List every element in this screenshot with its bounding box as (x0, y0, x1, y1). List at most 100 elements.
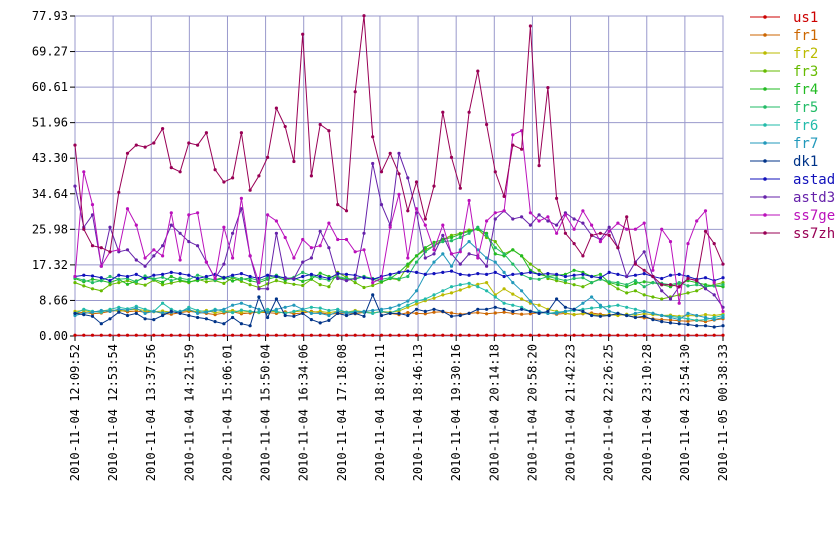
data-point-fr3 (493, 240, 497, 244)
legend-label: ss7zh (793, 226, 835, 242)
data-point-us1 (677, 333, 681, 337)
legend-item-ss7zh: ss7zh (750, 226, 835, 242)
x-tick-label: 2010-11-04 20:14:18 (487, 344, 501, 481)
data-point-fr6 (502, 301, 506, 305)
data-point-fr6 (371, 311, 375, 315)
data-point-dk1 (204, 317, 208, 321)
data-point-ss7zh (266, 155, 270, 159)
data-point-astad (493, 270, 497, 274)
data-point-fr4 (572, 268, 576, 272)
data-point-astad (660, 276, 664, 281)
data-point-fr5 (651, 281, 655, 285)
data-point-us1 (117, 333, 121, 337)
data-point-fr7 (213, 308, 217, 313)
data-point-astd3 (283, 276, 287, 281)
data-point-us1 (537, 333, 541, 337)
data-point-ss7ge (196, 211, 200, 215)
data-point-dk1 (327, 318, 331, 322)
data-point-dk1 (651, 318, 655, 322)
data-point-ss7zh (458, 186, 462, 190)
legend-label: fr7 (793, 136, 818, 152)
data-point-dk1 (511, 309, 515, 313)
data-point-astd3 (108, 225, 112, 229)
data-point-fr5 (301, 270, 305, 274)
data-point-fr6 (406, 303, 410, 307)
data-point-ss7zh (406, 209, 410, 213)
data-point-fr7 (108, 309, 112, 313)
data-point-dk1 (143, 317, 147, 321)
data-point-astd3 (511, 217, 515, 221)
data-point-fr5 (616, 281, 620, 285)
data-point-astd3 (520, 215, 524, 219)
data-point-dk1 (388, 311, 392, 315)
data-point-us1 (633, 333, 638, 337)
y-tick-label: 17.32 (32, 258, 68, 272)
data-point-ss7ge (721, 309, 725, 313)
data-point-ss7zh (485, 122, 489, 127)
series-ss7ge (73, 129, 725, 313)
data-point-dk1 (449, 314, 454, 318)
data-point-ss7ge (231, 256, 235, 260)
data-point-fr3 (371, 283, 375, 288)
data-point-astd3 (607, 225, 611, 229)
x-tick-label: 2010-11-04 20:58:20 (525, 344, 539, 481)
data-point-dk1 (371, 293, 375, 297)
data-point-fr1 (485, 312, 489, 316)
data-point-fr4 (449, 235, 454, 240)
data-point-ss7ge (528, 211, 533, 215)
data-point-us1 (257, 333, 261, 337)
data-point-astd3 (274, 231, 278, 235)
data-point-ss7ge (607, 229, 611, 233)
data-point-dk1 (677, 322, 681, 326)
data-point-ss7zh (703, 229, 708, 233)
data-point-ss7zh (581, 254, 585, 258)
data-point-fr3 (353, 281, 357, 285)
data-point-ss7zh (721, 262, 725, 266)
data-point-ss7zh (651, 274, 655, 279)
data-point-fr7 (642, 309, 646, 313)
x-tick-label: 2010-11-04 15:50:04 (259, 344, 273, 481)
data-point-fr7 (563, 309, 568, 313)
data-point-fr4 (493, 252, 497, 256)
data-point-astad (721, 276, 725, 280)
data-point-dk1 (423, 309, 427, 313)
series-fr3 (73, 227, 725, 301)
data-point-fr7 (379, 307, 384, 311)
data-point-dk1 (414, 307, 419, 311)
data-point-dk1 (117, 310, 121, 314)
data-point-us1 (441, 333, 445, 337)
data-point-ss7zh (257, 174, 261, 178)
data-point-astad (161, 272, 165, 276)
data-point-astd3 (152, 254, 156, 258)
data-point-astad (572, 273, 576, 277)
data-point-dk1 (563, 305, 568, 309)
data-point-ss7ge (686, 242, 690, 246)
data-point-astd3 (371, 161, 375, 166)
data-point-astad (274, 274, 278, 279)
data-point-us1 (423, 333, 427, 337)
data-point-astad (616, 272, 620, 276)
legend-marker (763, 51, 767, 55)
data-point-fr6 (590, 306, 594, 310)
data-point-astd3 (458, 262, 462, 266)
data-point-astd3 (467, 252, 471, 256)
data-point-fr7 (695, 313, 699, 318)
data-point-fr7 (668, 315, 673, 320)
data-point-astad (362, 276, 366, 280)
data-point-fr3 (143, 283, 147, 287)
legend-marker (763, 33, 767, 37)
data-point-fr3 (572, 283, 576, 287)
x-tick-label: 2010-11-04 13:37:56 (144, 344, 158, 481)
data-point-fr3 (90, 287, 95, 291)
data-point-ss7ge (467, 198, 471, 203)
data-point-astad (248, 274, 252, 279)
data-point-astd3 (266, 287, 270, 291)
data-point-us1 (712, 333, 716, 337)
data-point-fr7 (528, 299, 533, 303)
data-point-fr5 (388, 276, 392, 280)
data-point-dk1 (362, 314, 366, 318)
data-point-fr5 (239, 277, 243, 281)
data-point-dk1 (108, 317, 112, 321)
data-point-ss7zh (607, 233, 611, 237)
